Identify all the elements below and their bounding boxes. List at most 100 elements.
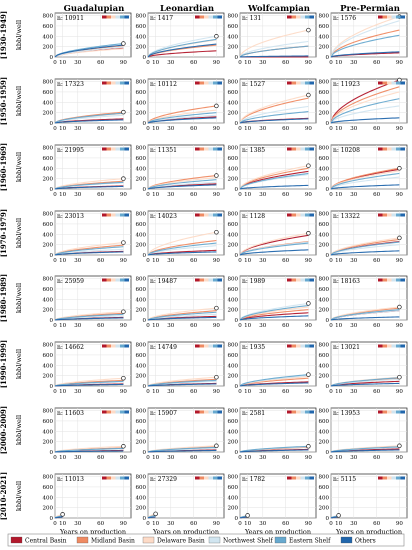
endpoint-marker [306, 163, 311, 168]
series-line [54, 242, 124, 256]
series-line [54, 311, 124, 321]
x-tick-label: 30 [74, 389, 81, 395]
color-strip [391, 147, 396, 151]
color-strip [291, 213, 296, 217]
y-tick-label: 800 [319, 80, 330, 86]
y-tick-label: 600 [136, 24, 147, 30]
series-line [147, 445, 217, 453]
color-strip [106, 278, 111, 282]
color-strip [102, 476, 107, 480]
endpoint-marker [306, 444, 311, 449]
series-line [54, 450, 124, 453]
color-strip [287, 213, 292, 217]
color-strip [195, 410, 200, 414]
y-tick-label: 0 [143, 55, 147, 61]
series-line [239, 242, 309, 256]
color-strip [309, 213, 314, 217]
y-tick-label: 200 [228, 506, 239, 512]
panel-frame [330, 473, 408, 519]
series-line [330, 98, 400, 124]
x-tick-label: 60 [373, 258, 380, 264]
color-strip [396, 344, 401, 348]
column-header: Wolfcampian [247, 4, 310, 14]
color-strip [199, 15, 204, 19]
color-strip [291, 344, 296, 348]
color-strip [217, 278, 222, 282]
y-tick-label: 0 [326, 55, 330, 61]
legend-label: Others [355, 538, 376, 545]
color-strip [208, 278, 213, 282]
color-strip [396, 410, 401, 414]
x-tick-label: 0 [53, 455, 57, 461]
y-axis-label: kbbl/well [15, 415, 23, 445]
x-tick-label: 60 [282, 60, 289, 66]
row-label: [1950-1959] [0, 77, 8, 126]
color-strip [124, 147, 129, 151]
color-strip [124, 344, 129, 348]
color-strip [378, 213, 383, 217]
series-line [239, 449, 309, 453]
series-line [330, 172, 400, 190]
endpoint-marker [214, 374, 219, 380]
color-strip [300, 278, 305, 282]
y-tick-label: 600 [319, 353, 330, 359]
color-strip [296, 344, 301, 348]
series-line [330, 16, 400, 58]
legend-swatch [208, 536, 221, 544]
color-strip [287, 81, 292, 85]
endpoint-marker [397, 304, 402, 310]
endpoint-marker [397, 374, 402, 380]
y-tick-label: 400 [228, 34, 239, 40]
color-strip [382, 147, 387, 151]
color-strip [213, 15, 218, 19]
x-tick-label: 60 [373, 455, 380, 461]
color-strip [291, 81, 296, 85]
x-tick-label: 30 [74, 126, 81, 132]
series-line [54, 313, 124, 321]
color-strip [305, 15, 310, 19]
x-tick-label: 30 [74, 258, 81, 264]
series-line [147, 50, 217, 58]
y-tick-label: 600 [43, 287, 54, 293]
panel-frame [330, 12, 408, 58]
color-strip [115, 278, 120, 282]
x-tick-label: 60 [373, 323, 380, 329]
y-tick-label: 0 [50, 121, 54, 127]
series-line [54, 445, 124, 453]
x-tick-label: 30 [167, 126, 174, 132]
color-strip [387, 344, 392, 348]
y-tick-label: 400 [136, 495, 147, 501]
color-strip [102, 81, 107, 85]
color-strip [300, 476, 305, 480]
x-tick-label: 0 [329, 258, 333, 264]
color-strip [120, 213, 125, 217]
series-line [239, 170, 309, 190]
y-tick-label: 200 [228, 111, 239, 117]
color-strip [217, 344, 222, 348]
color-strip [208, 410, 213, 414]
y-tick-label: 200 [136, 45, 147, 51]
series-line [239, 97, 309, 124]
color-strip [199, 410, 204, 414]
color-strip [111, 278, 116, 282]
color-strip [124, 15, 129, 19]
x-tick-label: 30 [259, 455, 266, 461]
y-tick-label: 600 [136, 287, 147, 293]
x-tick-label: 30 [259, 323, 266, 329]
x-tick-label: 60 [282, 521, 289, 527]
panel-frame [147, 341, 225, 387]
series-line [330, 377, 400, 387]
column-header: Leonardian [160, 4, 214, 14]
row-label: [1970-1979] [0, 209, 8, 258]
legend-swatch [76, 536, 89, 544]
color-strip [400, 344, 405, 348]
y-tick-label: 400 [319, 495, 330, 501]
x-tick-label: 60 [373, 521, 380, 527]
color-strip [287, 410, 292, 414]
